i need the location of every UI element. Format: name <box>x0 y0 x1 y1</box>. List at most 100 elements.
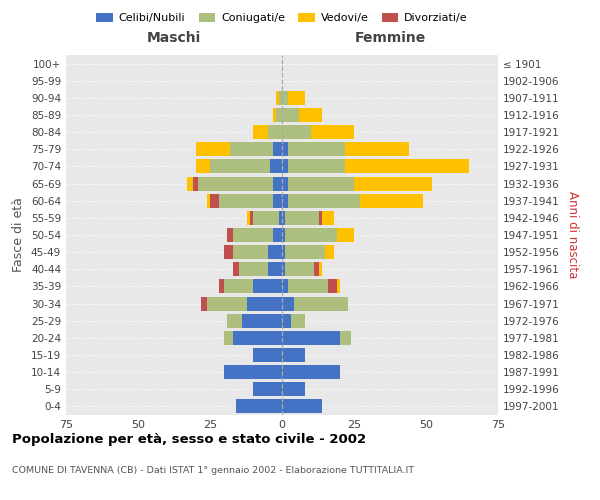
Bar <box>247 296 282 310</box>
Bar <box>314 262 319 276</box>
Bar <box>328 280 337 293</box>
Bar <box>224 365 282 379</box>
Bar <box>319 262 322 276</box>
Bar <box>268 245 282 259</box>
Bar <box>239 262 268 276</box>
Bar <box>274 176 282 190</box>
Bar <box>218 280 224 293</box>
Bar <box>322 211 334 225</box>
Bar <box>253 211 279 225</box>
Bar <box>276 91 279 105</box>
Bar <box>282 400 322 413</box>
Bar <box>233 245 268 259</box>
Bar <box>227 228 233 242</box>
Bar <box>210 194 218 207</box>
Bar <box>311 125 354 139</box>
Bar <box>207 296 247 310</box>
Bar <box>268 125 282 139</box>
Bar <box>282 176 288 190</box>
Bar <box>253 125 268 139</box>
Bar <box>279 91 282 105</box>
Bar <box>187 176 193 190</box>
Bar <box>288 176 354 190</box>
Bar <box>233 262 239 276</box>
Bar <box>282 331 340 345</box>
Bar <box>340 331 351 345</box>
Bar <box>274 142 282 156</box>
Bar <box>227 314 242 328</box>
Bar <box>202 296 207 310</box>
Bar <box>288 142 346 156</box>
Bar <box>282 262 285 276</box>
Legend: Celibi/Nubili, Coniugati/e, Vedovi/e, Divorziati/e: Celibi/Nubili, Coniugati/e, Vedovi/e, Di… <box>92 8 472 28</box>
Bar <box>299 108 322 122</box>
Bar <box>325 245 334 259</box>
Text: Maschi: Maschi <box>147 30 201 44</box>
Bar <box>282 160 288 173</box>
Bar <box>282 314 290 328</box>
Bar <box>360 194 423 207</box>
Bar <box>193 176 199 190</box>
Bar <box>288 160 346 173</box>
Bar <box>271 160 282 173</box>
Bar <box>274 194 282 207</box>
Bar <box>282 228 285 242</box>
Bar <box>199 176 274 190</box>
Bar <box>290 314 305 328</box>
Bar <box>274 108 276 122</box>
Bar <box>207 194 210 207</box>
Bar <box>233 228 274 242</box>
Text: COMUNE DI TAVENNA (CB) - Dati ISTAT 1° gennaio 2002 - Elaborazione TUTTITALIA.IT: COMUNE DI TAVENNA (CB) - Dati ISTAT 1° g… <box>12 466 414 475</box>
Y-axis label: Fasce di età: Fasce di età <box>13 198 25 272</box>
Bar <box>282 296 293 310</box>
Bar <box>250 211 253 225</box>
Bar <box>224 280 253 293</box>
Bar <box>285 245 325 259</box>
Bar <box>282 245 285 259</box>
Bar <box>276 108 282 122</box>
Bar <box>282 125 311 139</box>
Bar <box>288 280 328 293</box>
Bar <box>285 262 314 276</box>
Bar <box>253 348 282 362</box>
Bar <box>293 296 348 310</box>
Bar <box>274 228 282 242</box>
Bar <box>268 262 282 276</box>
Bar <box>253 382 282 396</box>
Bar <box>282 108 299 122</box>
Y-axis label: Anni di nascita: Anni di nascita <box>566 192 579 278</box>
Text: Femmine: Femmine <box>355 30 425 44</box>
Bar <box>282 365 340 379</box>
Bar <box>236 400 282 413</box>
Bar <box>288 194 360 207</box>
Bar <box>285 211 319 225</box>
Bar <box>247 211 250 225</box>
Bar <box>282 280 288 293</box>
Bar <box>337 228 354 242</box>
Bar <box>337 280 340 293</box>
Bar <box>253 280 282 293</box>
Bar <box>346 160 469 173</box>
Bar <box>196 142 230 156</box>
Bar <box>319 211 322 225</box>
Bar <box>196 160 210 173</box>
Bar <box>233 331 282 345</box>
Bar <box>242 314 282 328</box>
Text: Popolazione per età, sesso e stato civile - 2002: Popolazione per età, sesso e stato civil… <box>12 432 366 446</box>
Bar <box>288 91 305 105</box>
Bar <box>346 142 409 156</box>
Bar <box>224 331 233 345</box>
Bar <box>210 160 271 173</box>
Bar <box>282 142 288 156</box>
Bar <box>282 211 285 225</box>
Bar <box>230 142 274 156</box>
Bar <box>282 194 288 207</box>
Bar <box>354 176 432 190</box>
Bar <box>285 228 337 242</box>
Bar <box>282 382 305 396</box>
Bar <box>279 211 282 225</box>
Bar <box>218 194 274 207</box>
Bar <box>282 348 305 362</box>
Bar <box>282 91 288 105</box>
Bar <box>224 245 233 259</box>
